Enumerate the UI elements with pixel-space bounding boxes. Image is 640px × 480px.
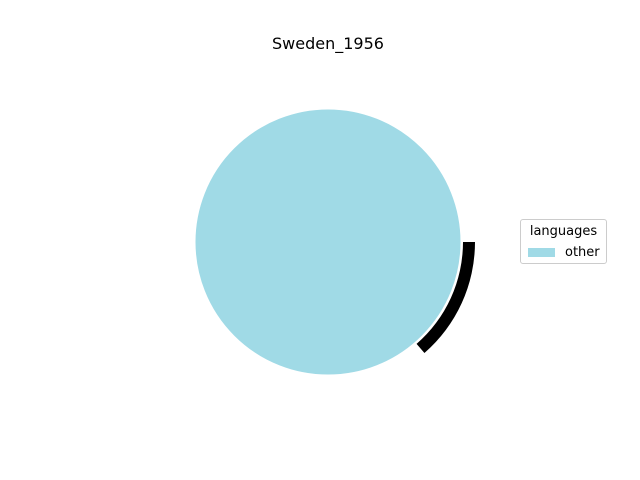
pie-slices xyxy=(194,108,475,376)
legend-swatch xyxy=(528,248,555,257)
pie-slice-other xyxy=(194,108,462,376)
slice-outline-arc xyxy=(416,242,475,353)
legend-entry-other: other xyxy=(528,245,600,260)
legend-label: other xyxy=(565,245,600,260)
legend: languages other xyxy=(520,219,607,264)
chart-title: Sweden_1956 xyxy=(272,34,384,53)
legend-title: languages xyxy=(529,224,598,239)
